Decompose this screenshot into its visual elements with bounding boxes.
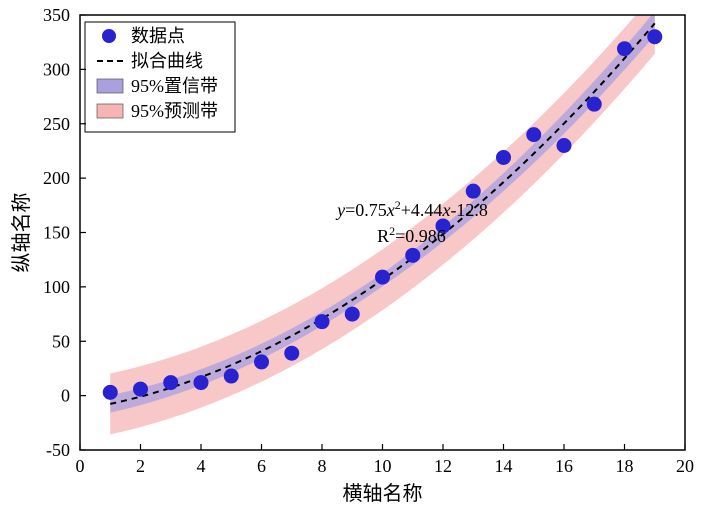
y-tick-label: 0 — [61, 386, 70, 406]
x-tick-label: 2 — [136, 456, 145, 476]
x-axis-label: 横轴名称 — [343, 482, 423, 505]
y-tick-label: 200 — [43, 168, 70, 188]
data-point — [224, 369, 238, 383]
x-tick-label: 14 — [495, 456, 513, 476]
data-point — [194, 376, 208, 390]
legend-label: 95%预测带 — [131, 101, 218, 121]
data-point — [587, 97, 601, 111]
x-tick-label: 4 — [197, 456, 206, 476]
x-tick-label: 10 — [374, 456, 392, 476]
data-point — [345, 307, 359, 321]
data-point — [376, 270, 390, 284]
legend-marker-icon — [102, 29, 116, 43]
y-tick-label: 50 — [52, 331, 70, 351]
data-point — [497, 150, 511, 164]
x-tick-label: 6 — [257, 456, 266, 476]
data-point — [527, 128, 541, 142]
legend-label: 拟合曲线 — [131, 51, 203, 71]
x-tick-label: 12 — [434, 456, 452, 476]
y-tick-label: -50 — [46, 440, 70, 460]
legend-swatch-icon — [97, 104, 123, 118]
y-axis-label: 纵轴名称 — [10, 193, 33, 273]
x-tick-label: 18 — [616, 456, 634, 476]
r2-annotation: R2=0.986 — [377, 224, 446, 246]
data-point — [406, 248, 420, 262]
data-point — [648, 30, 662, 44]
data-point — [315, 315, 329, 329]
y-tick-label: 100 — [43, 277, 70, 297]
legend-swatch-icon — [97, 79, 123, 93]
legend-label: 95%置信带 — [131, 76, 218, 96]
data-point — [557, 139, 571, 153]
data-point — [134, 382, 148, 396]
regression-chart: 0 2 4 6 8 10 12 14 16 18 20 -50 0 50 100 150 200 250 300 35… — [0, 0, 702, 517]
x-tick-label: 0 — [76, 456, 85, 476]
data-point — [466, 184, 480, 198]
data-point — [618, 42, 632, 56]
legend: 数据点拟合曲线 95%置信带 95%预测带 — [85, 22, 235, 132]
equation-annotation: y=0.75x2+4.44x-12.8 — [335, 198, 488, 220]
data-point — [255, 355, 269, 369]
y-tick-label: 250 — [43, 114, 70, 134]
x-tick-label: 16 — [555, 456, 573, 476]
data-point — [164, 376, 178, 390]
legend-label: 数据点 — [131, 26, 185, 46]
y-tick-label: 150 — [43, 223, 70, 243]
x-tick-label: 20 — [676, 456, 694, 476]
y-tick-label: 300 — [43, 59, 70, 79]
data-point — [103, 385, 117, 399]
x-tick-label: 8 — [318, 456, 327, 476]
y-tick-label: 350 — [43, 5, 70, 25]
data-point — [285, 346, 299, 360]
chart-svg: 0 2 4 6 8 10 12 14 16 18 20 -50 0 50 100 150 200 250 300 35… — [0, 0, 702, 517]
